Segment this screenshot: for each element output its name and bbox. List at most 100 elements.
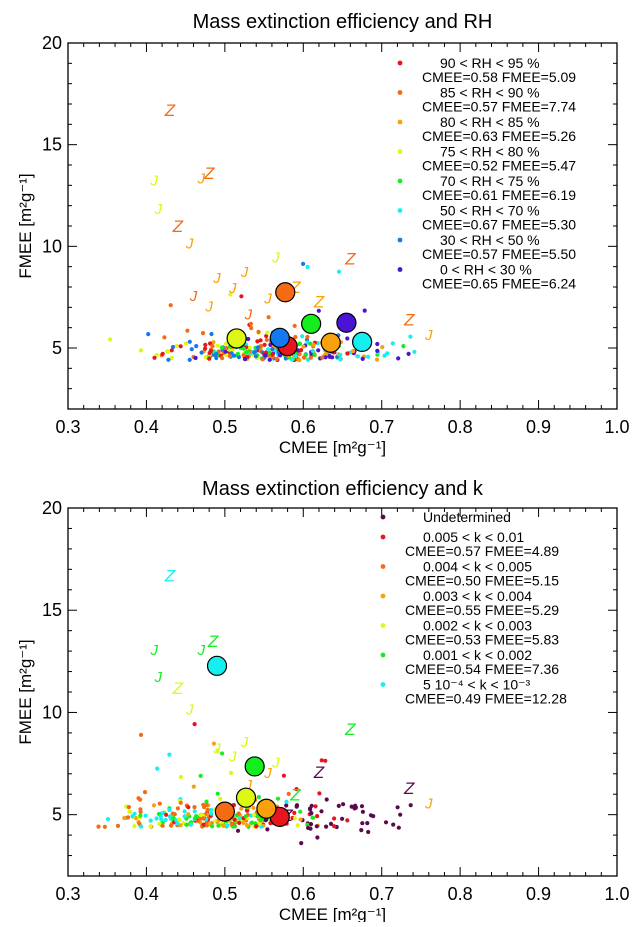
data-point <box>148 818 153 823</box>
data-point <box>191 784 196 789</box>
scatter-cloud <box>96 722 413 846</box>
point-marker: Z <box>164 567 176 586</box>
data-point <box>299 841 304 846</box>
data-point <box>192 722 197 727</box>
data-point <box>183 341 188 346</box>
x-tick-label: 1.0 <box>604 417 629 437</box>
point-marker: J <box>185 235 194 252</box>
data-point <box>192 805 197 810</box>
data-point <box>200 331 206 336</box>
data-point <box>203 346 208 351</box>
legend-stats: CMEE=0.57 FMEE=7.74 <box>422 99 576 115</box>
data-point <box>266 347 271 352</box>
data-point <box>220 356 225 361</box>
legend-label: 5 10⁻⁴ < k < 10⁻³ <box>423 677 531 693</box>
legend-swatch <box>397 149 403 154</box>
point-marker: J <box>271 250 280 267</box>
data-point <box>312 352 317 357</box>
point-marker: Z <box>172 679 184 698</box>
data-point <box>214 355 219 361</box>
data-point <box>332 824 337 829</box>
legend-label: 0.004 < k < 0.005 <box>423 559 532 575</box>
data-point <box>204 803 209 808</box>
data-point <box>204 799 209 804</box>
data-point <box>371 814 376 819</box>
data-point <box>160 823 165 828</box>
data-point <box>235 351 240 356</box>
legend-swatch <box>397 60 403 66</box>
data-point <box>281 773 286 778</box>
data-point <box>380 345 385 350</box>
x-tick-label: 1.0 <box>604 884 629 904</box>
data-point <box>207 350 212 356</box>
legend-swatch <box>397 119 403 125</box>
data-point <box>159 817 164 822</box>
data-point <box>375 348 380 353</box>
y-axis-label: FMEE [m²g⁻¹] <box>16 173 35 278</box>
data-point <box>244 823 250 828</box>
data-point <box>167 814 172 819</box>
data-point <box>309 811 314 816</box>
data-point <box>265 827 270 832</box>
data-point <box>209 331 214 337</box>
data-point <box>138 732 144 738</box>
data-point <box>237 816 242 821</box>
data-point <box>395 805 400 810</box>
data-point <box>299 348 304 353</box>
data-point <box>185 328 190 333</box>
data-point <box>297 358 302 363</box>
data-point <box>311 342 316 347</box>
data-point <box>292 323 297 328</box>
data-point <box>157 801 162 806</box>
point-marker: J <box>185 701 194 718</box>
data-point <box>213 818 218 823</box>
data-point <box>236 811 241 816</box>
x-tick-label: 0.7 <box>369 417 394 437</box>
data-point <box>244 350 249 355</box>
data-point <box>182 809 187 814</box>
data-point <box>341 802 346 807</box>
x-tick-label: 0.3 <box>55 884 80 904</box>
data-point <box>127 809 132 814</box>
data-point <box>275 796 281 801</box>
data-point <box>224 352 229 358</box>
x-tick-label: 0.5 <box>212 884 237 904</box>
data-point <box>336 269 342 274</box>
data-point <box>219 345 225 350</box>
y-tick-label: 15 <box>42 135 62 155</box>
data-point <box>192 809 197 814</box>
data-point <box>300 334 305 339</box>
x-tick-label: 0.9 <box>526 884 551 904</box>
y-tick-label: 10 <box>42 236 62 256</box>
data-point <box>315 814 320 819</box>
point-marker: Z <box>344 720 356 739</box>
data-point <box>210 824 215 829</box>
data-point <box>248 321 253 326</box>
legend-label: 0.001 < k < 0.002 <box>423 647 532 663</box>
data-point <box>359 804 365 809</box>
data-point <box>209 811 214 816</box>
legend-stats: CMEE=0.55 FMEE=5.29 <box>405 602 559 618</box>
y-axis: 5 10 15 20 <box>42 498 617 877</box>
point-marker: Z <box>172 217 184 236</box>
data-point <box>151 803 157 808</box>
data-point <box>294 787 299 792</box>
point-marker: J <box>212 270 221 287</box>
data-point <box>178 344 183 349</box>
data-point <box>241 353 246 358</box>
legend-stats: CMEE=0.63 FMEE=5.26 <box>422 128 576 144</box>
data-point <box>115 823 121 829</box>
data-point <box>177 817 182 823</box>
data-point <box>320 355 325 360</box>
data-point <box>122 815 127 821</box>
y-tick-label: 15 <box>42 600 62 620</box>
data-point <box>305 334 310 339</box>
data-point <box>328 821 334 827</box>
data-point <box>237 820 242 826</box>
data-point <box>355 354 361 359</box>
data-point <box>155 766 160 771</box>
legend-stats: CMEE=0.53 FMEE=5.83 <box>405 632 559 648</box>
data-point <box>209 807 214 812</box>
